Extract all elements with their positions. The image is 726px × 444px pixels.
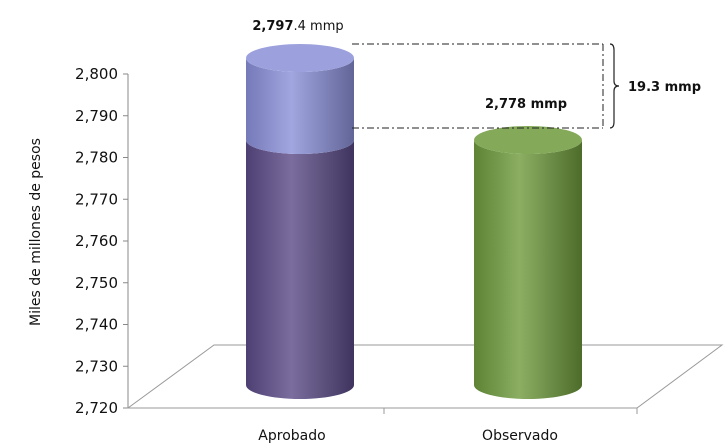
bars (246, 44, 582, 399)
gap-label: 19.3 mmp (628, 80, 701, 95)
x-tick-label: Aprobado (258, 428, 325, 444)
y-tick-label: 2,750 (75, 274, 118, 292)
y-tick-label: 2,770 (75, 190, 118, 208)
bar (246, 44, 354, 399)
bar-segment (246, 139, 354, 399)
bar-cap (246, 44, 354, 72)
y-tick-label: 2,760 (75, 232, 118, 250)
y-tick-label: 2,780 (75, 149, 118, 167)
y-tick-label: 2,790 (75, 107, 118, 125)
annotations: 2,797.4 mmp 2,778 mmp 19.3 mmp (252, 19, 701, 129)
brace-icon (609, 43, 620, 129)
data-label: 2,778 mmp (485, 97, 567, 112)
bar-segment (474, 139, 582, 399)
y-tick-label: 2,720 (75, 399, 118, 417)
data-label: 2,797.4 mmp (252, 19, 343, 34)
y-tick-label: 2,800 (75, 65, 118, 83)
x-tick-label: Observado (482, 428, 558, 444)
y-axis-label: Miles de millones de pesos (28, 138, 44, 326)
y-tick-label: 2,730 (75, 357, 118, 375)
y-axis: 2,720 2,730 2,740 2,750 2,760 2,770 2,780 2,790… (75, 65, 129, 417)
y-tick-label: 2,740 (75, 316, 118, 334)
bar (474, 125, 582, 399)
bar-cap (474, 125, 582, 154)
bar-segment (246, 58, 354, 154)
chart-floor: Aprobado Observado (126, 344, 724, 444)
